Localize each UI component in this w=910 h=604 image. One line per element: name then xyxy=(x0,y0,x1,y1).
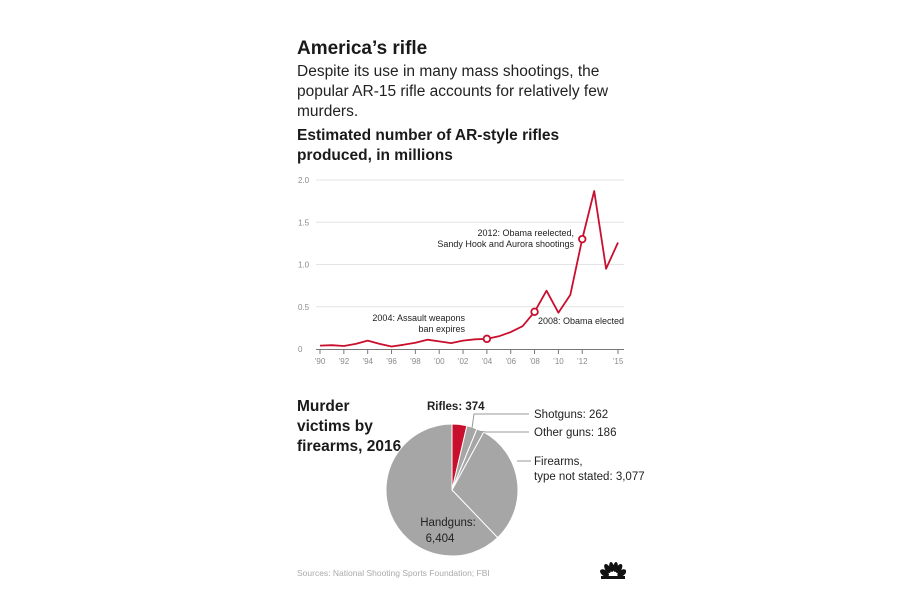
y-tick-label: 0.5 xyxy=(298,303,310,312)
pie-label-rifles: Rifles: 374 xyxy=(427,401,485,413)
x-tick-label: ’94 xyxy=(362,357,373,366)
line-chart-title: Estimated number of AR-style rifles prod… xyxy=(297,127,560,164)
annotation-marker xyxy=(530,307,539,317)
pie-chart-title: Murder victims by firearms, 2016 xyxy=(297,398,402,455)
pie-label-handguns: Handguns: xyxy=(420,517,476,529)
x-tick-label: ’08 xyxy=(529,357,540,366)
annotation-marker xyxy=(482,334,492,344)
pie-slice xyxy=(385,423,499,557)
pie-leader-line xyxy=(471,413,529,429)
x-tick-label: ’02 xyxy=(458,357,469,366)
y-tick-label: 1.0 xyxy=(298,261,310,270)
x-tick-label: ’90 xyxy=(315,357,326,366)
headline: America’s rifle xyxy=(297,38,428,59)
pie-chart: Rifles: 374 Shotguns: 262 Other guns: 186 F… xyxy=(385,401,645,557)
line-chart-grid xyxy=(316,179,624,350)
x-tick-label: ’04 xyxy=(482,357,493,366)
x-tick-label: ’15 xyxy=(613,357,624,366)
annotation-marker xyxy=(578,234,587,244)
line-chart-series xyxy=(319,190,619,348)
x-tick-label: ’06 xyxy=(505,357,516,366)
y-tick-label: 2.0 xyxy=(298,176,310,185)
pie-label-other-guns: Other guns: 186 xyxy=(534,427,616,439)
x-tick-label: ’10 xyxy=(553,357,564,366)
x-tick-label: ’98 xyxy=(410,357,421,366)
y-tick-label: 0 xyxy=(298,345,303,354)
pie-slice xyxy=(451,431,519,539)
pie-leader-line xyxy=(480,430,529,433)
x-tick-label: ’00 xyxy=(434,357,445,366)
pie-label-type-not-stated: type not stated: 3,077 xyxy=(534,471,645,483)
source-note: Sources: National Shooting Sports Founda… xyxy=(297,568,490,578)
nbc-peacock-icon xyxy=(600,562,626,579)
pie-label-type-not-stated: Firearms, xyxy=(534,456,583,468)
dek: Despite its use in many mass shootings, … xyxy=(297,63,609,120)
pie-slices xyxy=(385,423,519,557)
annotation-label: 2012: Obama reelected, xyxy=(477,228,574,238)
x-tick-label: ’92 xyxy=(338,357,349,366)
annotation-label: 2008: Obama elected xyxy=(538,316,624,326)
pie-label-handguns: 6,404 xyxy=(426,533,455,545)
pie-labels: Rifles: 374 Shotguns: 262 Other guns: 186 F… xyxy=(420,401,644,545)
pie-label-shotguns: Shotguns: 262 xyxy=(534,409,608,421)
line-chart-ticks: 0 0.5 1.0 1.5 2.0 ’90 ’92 ’94 ’96 ’98 ’00 ’02 ’04 ’06… xyxy=(298,176,624,366)
annotation-label: 2004: Assault weapons xyxy=(372,313,465,323)
x-tick-label: ’96 xyxy=(386,357,397,366)
annotation-label: Sandy Hook and Aurora shootings xyxy=(437,239,574,249)
line-chart: 0 0.5 1.0 1.5 2.0 ’90 ’92 ’94 ’96 ’98 ’00 ’02 ’04 ’06… xyxy=(298,176,624,366)
series-line xyxy=(319,190,619,348)
y-tick-label: 1.5 xyxy=(298,218,310,227)
x-tick-label: ’12 xyxy=(577,357,588,366)
annotation-label: ban expires xyxy=(418,324,465,334)
